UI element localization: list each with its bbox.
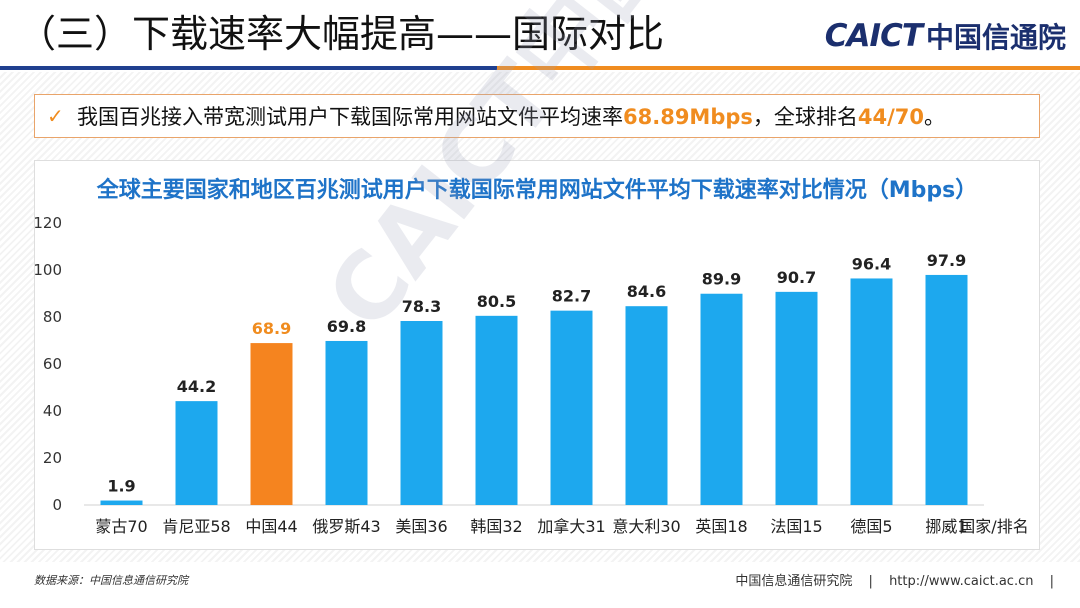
x-tick-label: 韩国32 (470, 517, 522, 536)
data-label: 44.2 (177, 377, 216, 396)
footer-info: 中国信息通信研究院 | http://www.caict.ac.cn | (735, 570, 1054, 589)
page-title: （三）下载速率大幅提高——国际对比 (18, 12, 665, 56)
summary-prefix: 我国百兆接入带宽测试用户下载国际常用网站文件平均速率 (77, 105, 623, 129)
bar (850, 278, 893, 505)
summary-speed: 68.89Mbps (623, 105, 753, 129)
footer-org: 中国信息通信研究院 (735, 574, 853, 589)
data-label: 97.9 (927, 251, 966, 270)
footer-separator: | (868, 574, 873, 589)
bar (925, 274, 968, 505)
summary-rank: 44/70 (857, 105, 925, 129)
x-tick-label: 意大利30 (612, 517, 680, 536)
x-tick-label: 美国36 (395, 517, 447, 536)
bar (175, 401, 218, 505)
data-label: 1.9 (107, 477, 135, 496)
data-label: 90.7 (777, 268, 816, 287)
data-label: 68.9 (252, 319, 291, 338)
x-tick-label: 蒙古70 (95, 517, 147, 536)
bar (250, 343, 293, 505)
x-tick-label: 肯尼亚58 (162, 517, 230, 536)
chart-title: 全球主要国家和地区百兆测试用户下载国际常用网站文件平均下载速率对比情况（Mbps… (96, 178, 978, 203)
data-label: 78.3 (402, 297, 441, 316)
y-tick-label: 80 (43, 308, 62, 326)
bar (700, 293, 743, 505)
x-tick-label: 挪威1 (925, 517, 967, 536)
summary-text: 我国百兆接入带宽测试用户下载国际常用网站文件平均速率68.89Mbps，全球排名… (77, 101, 945, 131)
checkmark-icon: ✓ (47, 104, 64, 128)
y-tick-label: 20 (43, 449, 62, 467)
bar (100, 500, 143, 505)
bar (400, 320, 443, 505)
y-tick-label: 60 (43, 355, 62, 373)
y-tick-label: 40 (43, 402, 62, 420)
logo-latin-text: CAICT (824, 18, 923, 54)
y-tick-label: 0 (52, 496, 62, 514)
caict-logo: CAICT 中国信通院 (825, 14, 1066, 58)
footer-url: http://www.caict.ac.cn (889, 574, 1034, 589)
x-tick-label: 中国44 (245, 517, 297, 536)
data-label: 89.9 (702, 270, 741, 289)
bar (475, 315, 518, 505)
data-label: 82.7 (552, 287, 591, 306)
data-label: 96.4 (852, 254, 891, 273)
data-label: 84.6 (627, 282, 666, 301)
x-tick-label: 俄罗斯43 (312, 517, 380, 536)
bar (550, 310, 593, 505)
summary-suffix: 。 (924, 105, 946, 129)
y-tick-label: 100 (33, 261, 62, 279)
bar (325, 340, 368, 505)
x-tick-label: 加拿大31 (537, 517, 605, 536)
bar (775, 291, 818, 505)
x-tick-label: 法国15 (770, 517, 822, 536)
x-tick-label: 德国5 (850, 517, 892, 536)
header-divider (0, 66, 1080, 70)
x-axis-title: 国家/排名 (959, 517, 1028, 536)
summary-callout: ✓ 我国百兆接入带宽测试用户下载国际常用网站文件平均速率68.89Mbps，全球… (34, 94, 1040, 138)
y-tick-label: 120 (33, 214, 62, 232)
logo-chinese-text: 中国信通院 (925, 21, 1066, 54)
footer-separator-end: | (1049, 574, 1054, 589)
data-source-note: 数据来源：中国信息通信研究院 (34, 574, 188, 587)
bar (625, 306, 668, 505)
x-tick-label: 英国18 (695, 517, 747, 536)
data-label: 69.8 (327, 317, 366, 336)
data-label: 80.5 (477, 292, 516, 311)
summary-middle: ，全球排名 (752, 105, 858, 129)
